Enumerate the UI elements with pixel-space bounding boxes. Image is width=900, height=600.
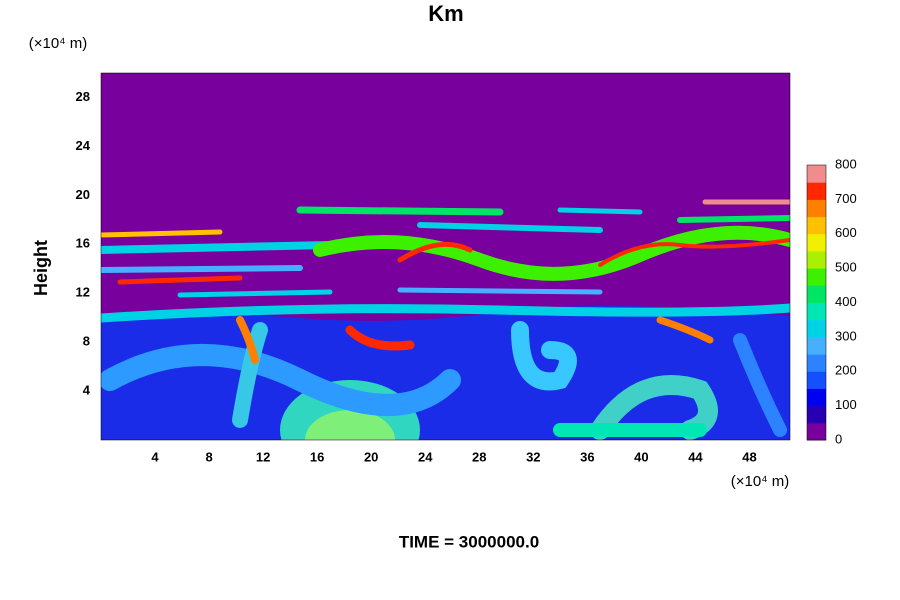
field: [101, 73, 790, 440]
y-tick-label: 16: [76, 236, 90, 251]
colorbar-tick-label: 400: [835, 294, 857, 309]
colorbar-band: [807, 354, 826, 372]
colorbar-band: [807, 250, 826, 269]
y-tick-label: 8: [83, 334, 90, 349]
x-tick-label: 44: [688, 449, 703, 464]
plot-frame: [100, 72, 791, 441]
x-tick-label: 8: [205, 449, 212, 464]
colorbar-band: [807, 268, 826, 286]
colorbar-band: [807, 319, 826, 338]
colorbar-band: [807, 182, 826, 200]
colorbar-frame: [806, 164, 827, 441]
x-unit: (×10⁴ m): [731, 473, 790, 490]
y-tick-label: 20: [76, 187, 90, 202]
colorbar-band: [807, 199, 826, 218]
colorbar-band: [807, 405, 826, 424]
x-tick-label: 48: [742, 449, 756, 464]
colorbar-band: [807, 371, 826, 389]
x-tick-label: 28: [472, 449, 486, 464]
colorbar-band: [807, 302, 826, 321]
colorbar-band: [807, 388, 826, 407]
x-tick-label: 16: [310, 449, 324, 464]
x-tick-label: 32: [526, 449, 540, 464]
colorbar-band: [807, 233, 826, 252]
field-pattern: [101, 199, 790, 440]
colorbar-tick-label: 200: [835, 363, 857, 378]
x-tick-label: 24: [418, 449, 433, 464]
colorbar-band: [807, 422, 826, 441]
colorbar-tick-label: 100: [835, 397, 857, 412]
y-tick-label: 4: [83, 383, 91, 398]
colorbar-tick-label: 800: [835, 156, 857, 171]
colorbar-band: [807, 336, 826, 355]
chart-title: Km: [428, 1, 463, 26]
y-unit: (×10⁴ m): [29, 35, 88, 52]
x-tick-label: 20: [364, 449, 378, 464]
footer: TIME = 3000000.0: [399, 532, 539, 551]
x-tick-label: 40: [634, 449, 648, 464]
colorbar-band: [807, 216, 826, 235]
y-tick-label: 24: [76, 138, 91, 153]
colorbar-tick-label: 700: [835, 191, 857, 206]
x-tick-label: 4: [151, 449, 159, 464]
y-axis-label: Height: [31, 240, 51, 296]
colorbar-tick-label: 600: [835, 225, 857, 240]
y-tick-label: 12: [76, 285, 90, 300]
colorbar-tick-label: 300: [835, 328, 857, 343]
colorbar-tick-label: 0: [835, 431, 842, 446]
colorbar-band: [807, 165, 826, 183]
x-tick-label: 12: [256, 449, 270, 464]
y-tick-label: 28: [76, 89, 90, 104]
colorbar-tick-label: 500: [835, 260, 857, 275]
colorbar-band: [807, 285, 826, 303]
x-tick-label: 36: [580, 449, 594, 464]
